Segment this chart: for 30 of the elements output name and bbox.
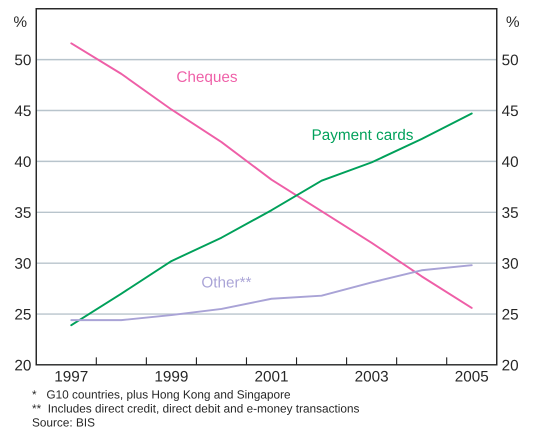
text: * G10 countries, plus Hong Kong and Singapore: [32, 390, 290, 401]
y2-axis-title: %: [506, 16, 520, 28]
y2-tick-label: 20: [502, 360, 518, 371]
x-tick-label: 2003: [355, 370, 388, 382]
y-tick-label: 25: [15, 308, 31, 320]
y-tick-label: 30: [14, 258, 31, 269]
y2-tick-label: 25: [502, 308, 518, 320]
y-axis-title: %: [14, 16, 26, 28]
source-note: Source: BIS: [32, 418, 94, 427]
y-tick-label: 35: [14, 207, 31, 218]
series-label: Cheques: [177, 70, 238, 86]
x-tick-label: 1997: [55, 370, 88, 382]
y2-tick-label: 30: [502, 258, 518, 269]
line-series: [70, 112, 473, 326]
y2-tick-label: 50: [502, 54, 518, 66]
x-tick-label: 1999: [156, 370, 188, 382]
x-tick-label: 2001: [255, 370, 288, 382]
series-label: Payment cards: [312, 128, 413, 144]
line-series: [70, 42, 473, 309]
y-tick-label: 40: [14, 156, 31, 168]
text: ** Includes direct credit, direct debit and e-money transactions: [32, 404, 359, 415]
y-tick-label: 50: [15, 54, 31, 66]
y2-tick-label: 40: [502, 156, 518, 168]
line-series: [70, 264, 473, 322]
x-tick-label: 2005: [456, 370, 488, 382]
series-label: Other**: [202, 276, 252, 288]
y-tick-label: 20: [15, 360, 31, 371]
y-tick-label: 45: [14, 106, 31, 116]
y2-tick-label: 35: [502, 207, 518, 218]
y2-tick-label: 45: [502, 106, 518, 116]
